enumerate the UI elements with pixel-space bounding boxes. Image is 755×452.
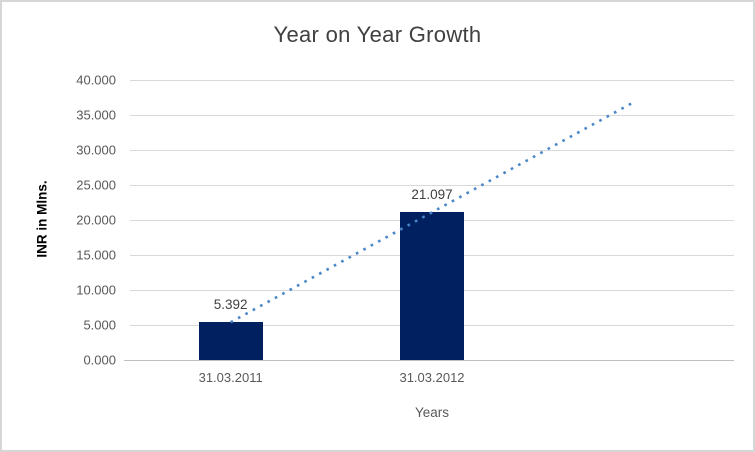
gridline	[130, 150, 734, 151]
bar-value-label: 5.392	[213, 297, 248, 313]
x-axis-title: Years	[414, 405, 450, 420]
gridline	[130, 80, 734, 81]
chart-title: Year on Year Growth	[273, 22, 482, 47]
y-tick-label: 25.000	[76, 177, 116, 193]
x-axis-line	[124, 360, 734, 361]
y-tick-label: 5.000	[83, 317, 116, 333]
y-tick-label: 35.000	[76, 107, 116, 123]
y-tick-label: 40.000	[76, 72, 116, 88]
x-tick-label: 31.03.2011	[198, 370, 263, 385]
gridline	[130, 185, 734, 186]
bar-value-label: 21.097	[411, 187, 453, 203]
y-tick-label: 30.000	[76, 142, 116, 158]
bar	[400, 212, 464, 360]
y-tick-label: 20.000	[76, 212, 116, 228]
gridline	[130, 115, 734, 116]
bar	[198, 322, 263, 360]
y-tick-label: 15.000	[76, 247, 116, 263]
y-tick-label: 10.000	[76, 282, 116, 298]
x-tick-label: 31.03.2012	[399, 370, 465, 385]
y-tick-label: 0.000	[83, 352, 116, 368]
